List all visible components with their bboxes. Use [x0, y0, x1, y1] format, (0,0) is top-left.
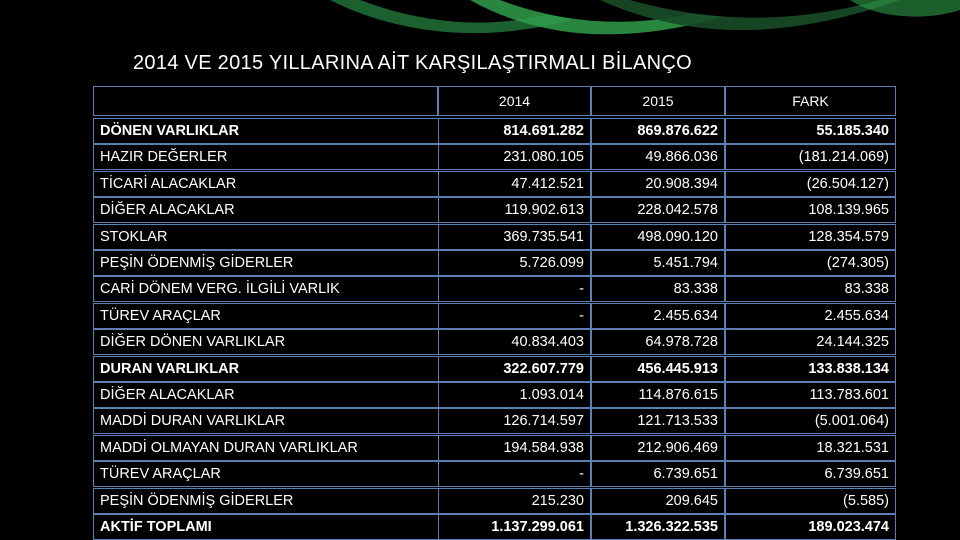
cell-fark: (181.214.069)	[725, 144, 896, 171]
cell-2015: 498.090.120	[591, 223, 725, 250]
cell-2014: 814.691.282	[438, 118, 591, 144]
cell-fark: 133.838.134	[725, 355, 896, 382]
cell-fark: (5.585)	[725, 487, 896, 514]
balance-table: 2014 2015 FARK DÖNEN VARLIKLAR 814.691.28…	[93, 86, 896, 540]
table-row: DİĞER DÖNEN VARLIKLAR 40.834.403 64.978.72…	[93, 329, 896, 356]
table-row: DURAN VARLIKLAR 322.607.779 456.445.913 133…	[93, 355, 896, 382]
table-row: TÜREV ARAÇLAR -2.455.634 2.455.634	[93, 302, 896, 329]
header-2015: 2015	[591, 86, 725, 116]
row-label: STOKLAR	[93, 223, 438, 250]
cell-2015: 121.713.533	[591, 408, 725, 435]
cell-2015: 64.978.728	[591, 329, 725, 356]
cell-fark: 128.354.579	[725, 223, 896, 250]
row-label: PEŞİN ÖDENMİŞ GİDERLER	[93, 250, 438, 276]
table-row: AKTİF TOPLAMI 1.137.299.061 1.326.322.535 1…	[93, 514, 896, 540]
cell-2014: -	[438, 276, 591, 303]
row-label: MADDİ OLMAYAN DURAN VARLIKLAR	[93, 434, 438, 461]
row-label: MADDİ DURAN VARLIKLAR	[93, 408, 438, 435]
row-label: HAZIR DEĞERLER	[93, 144, 438, 171]
table-row: HAZIR DEĞERLER 231.080.105 49.866.036 (181.…	[93, 144, 896, 171]
table-row: DÖNEN VARLIKLAR 814.691.282 869.876.622 55.…	[93, 118, 896, 144]
cell-2014: 231.080.105	[438, 144, 591, 171]
cell-fark: 108.139.965	[725, 197, 896, 224]
header-fark: FARK	[725, 86, 896, 116]
table-header: 2014 2015 FARK	[93, 86, 896, 116]
row-label: CARİ DÖNEM VERG. İLGİLİ VARLIK	[93, 276, 438, 303]
row-label: TİCARİ ALACAKLAR	[93, 170, 438, 197]
header-label-cell	[93, 86, 438, 116]
row-label: DİĞER DÖNEN VARLIKLAR	[93, 329, 438, 356]
cell-2014: -	[438, 461, 591, 488]
cell-2015: 2.455.634	[591, 302, 725, 329]
cell-fark: 55.185.340	[725, 118, 896, 144]
cell-fark: 18.321.531	[725, 434, 896, 461]
row-label: AKTİF TOPLAMI	[93, 514, 438, 540]
cell-2015: 83.338	[591, 276, 725, 303]
cell-2015: 6.739.651	[591, 461, 725, 488]
cell-fark: (274.305)	[725, 250, 896, 276]
cell-2015: 1.326.322.535	[591, 514, 725, 540]
table-row: DİĞER ALACAKLAR 1.093.014 114.876.615 113.7…	[93, 382, 896, 408]
cell-2014: 119.902.613	[438, 197, 591, 224]
cell-2015: 228.042.578	[591, 197, 725, 224]
cell-2014: 1.137.299.061	[438, 514, 591, 540]
table-row: MADDİ OLMAYAN DURAN VARLIKLAR 194.584.938…	[93, 434, 896, 461]
cell-2015: 20.908.394	[591, 170, 725, 197]
cell-2015: 49.866.036	[591, 144, 725, 171]
cell-fark: 189.023.474	[725, 514, 896, 540]
cell-2014: 5.726.099	[438, 250, 591, 276]
row-label: DÖNEN VARLIKLAR	[93, 118, 438, 144]
table-row: TİCARİ ALACAKLAR 47.412.521 20.908.394 (26.…	[93, 170, 896, 197]
cell-2015: 869.876.622	[591, 118, 725, 144]
cell-2014: 40.834.403	[438, 329, 591, 356]
cell-fark: 83.338	[725, 276, 896, 303]
table-row: PEŞİN ÖDENMİŞ GİDERLER 215.230 209.645 (5.5…	[93, 487, 896, 514]
table-row: TÜREV ARAÇLAR -6.739.651 6.739.651	[93, 461, 896, 488]
cell-fark: (5.001.064)	[725, 408, 896, 435]
cell-2014: 1.093.014	[438, 382, 591, 408]
cell-2014: 47.412.521	[438, 170, 591, 197]
cell-2015: 5.451.794	[591, 250, 725, 276]
cell-2014: 126.714.597	[438, 408, 591, 435]
cell-2015: 209.645	[591, 487, 725, 514]
page-title: 2014 VE 2015 YILLARINA AİT KARŞILAŞTIRMA…	[133, 52, 692, 74]
table-row: STOKLAR 369.735.541 498.090.120 128.354.579	[93, 223, 896, 250]
row-label: DURAN VARLIKLAR	[93, 355, 438, 382]
cell-2014: 322.607.779	[438, 355, 591, 382]
table-row: PEŞİN ÖDENMİŞ GİDERLER 5.726.099 5.451.794…	[93, 250, 896, 276]
decorative-swoosh	[330, 0, 960, 35]
cell-2015: 114.876.615	[591, 382, 725, 408]
cell-2014: 215.230	[438, 487, 591, 514]
cell-2014: 369.735.541	[438, 223, 591, 250]
cell-fark: 6.739.651	[725, 461, 896, 488]
row-label: PEŞİN ÖDENMİŞ GİDERLER	[93, 487, 438, 514]
cell-fark: 113.783.601	[725, 382, 896, 408]
cell-2014: -	[438, 302, 591, 329]
table-row: DİĞER ALACAKLAR 119.902.613 228.042.578 108…	[93, 197, 896, 224]
cell-2015: 212.906.469	[591, 434, 725, 461]
table-row: CARİ DÖNEM VERG. İLGİLİ VARLIK -83.338 83.…	[93, 276, 896, 303]
cell-fark: 2.455.634	[725, 302, 896, 329]
cell-2015: 456.445.913	[591, 355, 725, 382]
row-label: TÜREV ARAÇLAR	[93, 461, 438, 488]
header-2014: 2014	[438, 86, 591, 116]
cell-fark: 24.144.325	[725, 329, 896, 356]
table-row: MADDİ DURAN VARLIKLAR 126.714.597 121.713.…	[93, 408, 896, 435]
row-label: TÜREV ARAÇLAR	[93, 302, 438, 329]
row-label: DİĞER ALACAKLAR	[93, 382, 438, 408]
cell-2014: 194.584.938	[438, 434, 591, 461]
row-label: DİĞER ALACAKLAR	[93, 197, 438, 224]
cell-fark: (26.504.127)	[725, 170, 896, 197]
